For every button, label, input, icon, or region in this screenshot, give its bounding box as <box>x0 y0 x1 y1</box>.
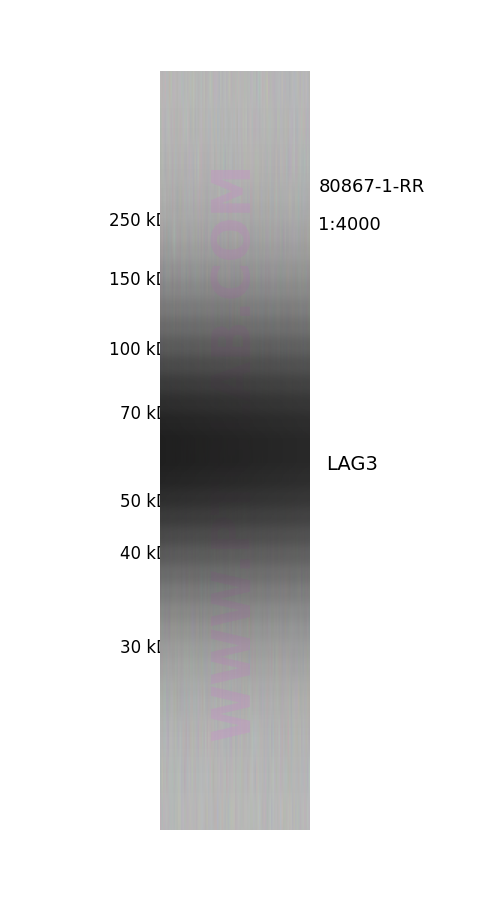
Text: 70 kDa: 70 kDa <box>120 404 179 422</box>
Text: 1:4000: 1:4000 <box>318 216 381 234</box>
Text: 150 kDa: 150 kDa <box>109 271 179 289</box>
Text: WWW.PTGLAB.COM: WWW.PTGLAB.COM <box>209 161 261 741</box>
Text: 30 kDa: 30 kDa <box>120 638 179 656</box>
Text: 50 kDa: 50 kDa <box>120 492 179 510</box>
Text: 100 kDa: 100 kDa <box>109 340 179 358</box>
Text: 250 kDa: 250 kDa <box>109 212 179 230</box>
Text: CTLL-2: CTLL-2 <box>244 101 304 161</box>
Text: 80867-1-RR: 80867-1-RR <box>318 178 424 196</box>
Text: LAG3: LAG3 <box>326 455 378 474</box>
Text: 40 kDa: 40 kDa <box>120 545 179 563</box>
